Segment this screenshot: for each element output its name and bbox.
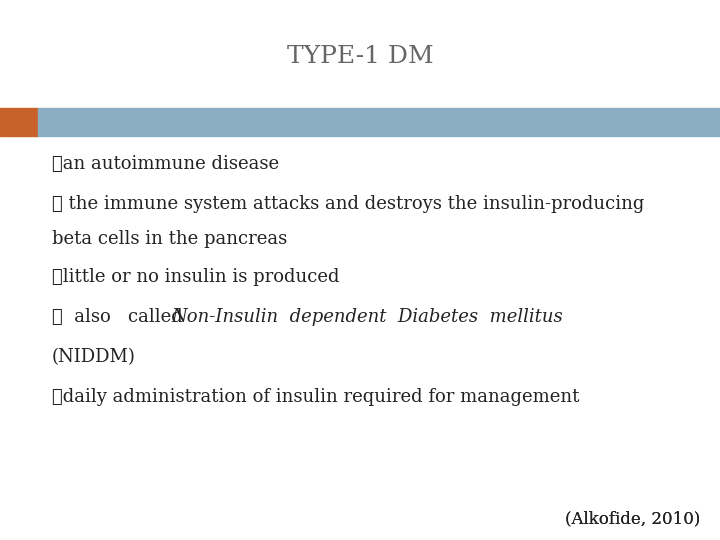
Text: TYPE-1 DM: TYPE-1 DM — [287, 45, 433, 68]
Text: Non-Insulin  dependent  Diabetes  mellitus: Non-Insulin dependent Diabetes mellitus — [171, 308, 564, 326]
Text: (Alkofide, 2010): (Alkofide, 2010) — [564, 510, 700, 527]
Text: ❖  also   called: ❖ also called — [52, 308, 200, 326]
Text: ❖ the immune system attacks and destroys the insulin-producing: ❖ the immune system attacks and destroys… — [52, 195, 644, 213]
Text: ❖an autoimmune disease: ❖an autoimmune disease — [52, 155, 279, 173]
Text: ❖daily administration of insulin required for management: ❖daily administration of insulin require… — [52, 388, 580, 406]
Text: (NIDDM): (NIDDM) — [52, 348, 136, 366]
Text: (Alkofide, 2010): (Alkofide, 2010) — [564, 510, 700, 527]
Bar — [38, 108, 720, 136]
Text: ❖little or no insulin is produced: ❖little or no insulin is produced — [52, 268, 340, 286]
Text: beta cells in the pancreas: beta cells in the pancreas — [52, 230, 287, 248]
Bar — [0, 108, 38, 136]
